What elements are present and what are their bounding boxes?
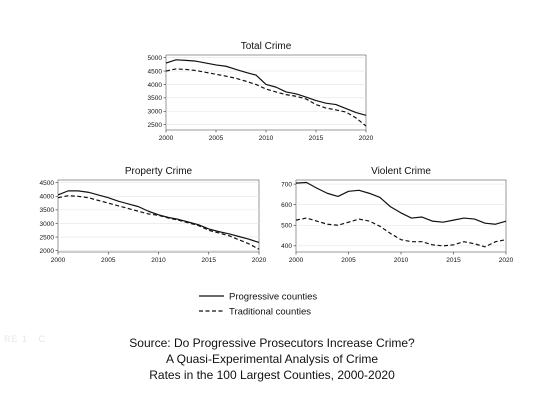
violent-crime-x-tick-label: 2010 <box>394 257 409 264</box>
total-crime-y-tick-label: 4500 <box>148 68 163 75</box>
total-crime-y-tick-label: 2500 <box>148 122 163 129</box>
total-crime-x-tick-label: 2015 <box>309 135 324 142</box>
legend-label-traditional: Traditional counties <box>229 307 311 318</box>
violent-crime-y-tick-label: 600 <box>281 202 292 209</box>
total-crime-x-tick-label: 2020 <box>359 135 374 142</box>
property-crime-x-tick-label: 2005 <box>101 257 116 264</box>
source-line-1: Source: Do Progressive Prosecutors Incre… <box>129 336 415 350</box>
property-crime-plot-area <box>57 179 260 253</box>
violent-crime-panel: Violent Crime 400 500 600 700 2000 2005 2010 201… <box>281 166 513 264</box>
property-crime-panel: Property Crime 2000 2500 3000 3500 4000 4500 20… <box>40 166 267 264</box>
total-crime-y-tick-label: 5000 <box>148 55 163 62</box>
total-crime-x-tick-label: 2000 <box>159 135 174 142</box>
violent-crime-y-tick-label: 700 <box>281 181 292 188</box>
violent-crime-plot-area <box>295 179 507 253</box>
total-crime-y-tick-label: 3000 <box>148 109 163 116</box>
violent-crime-progressive-counties-line <box>295 181 507 225</box>
violent-crime-y-tick-label: 500 <box>281 223 292 230</box>
total-crime-y-tick-label: 4000 <box>148 82 163 89</box>
total-crime-x-tick-label: 2005 <box>209 135 224 142</box>
total-crime-x-tick-label: 2010 <box>259 135 274 142</box>
total-crime-traditional-counties-line <box>165 68 367 127</box>
legend: Progressive counties Traditional countie… <box>199 292 317 318</box>
violent-crime-x-tick-label: 2020 <box>499 257 514 264</box>
property-crime-y-tick-label: 3000 <box>40 221 55 228</box>
property-crime-x-tick-label: 2015 <box>202 257 217 264</box>
total-crime-y-tick-label: 3500 <box>148 95 163 102</box>
property-crime-x-tick-label: 2010 <box>151 257 166 264</box>
total-crime-plot-area <box>165 54 367 131</box>
violent-crime-x-tick-label: 2015 <box>446 257 461 264</box>
property-crime-y-tick-label: 4500 <box>40 180 55 187</box>
property-crime-progressive-counties-line <box>57 190 260 244</box>
source-line-2: A Quasi-Experimental Analysis of Crime <box>165 352 379 366</box>
violent-crime-x-tick-label: 2005 <box>341 257 356 264</box>
property-crime-y-tick-label: 4000 <box>40 194 55 201</box>
property-crime-y-tick-label: 2500 <box>40 234 55 241</box>
violent-crime-y-tick-label: 400 <box>281 243 292 250</box>
property-crime-y-tick-label: 2000 <box>40 248 55 255</box>
faded-figure-label: RE 1 C <box>4 334 47 344</box>
total-crime-progressive-counties-line <box>165 59 367 116</box>
violent-crime-x-tick-label: 2000 <box>289 257 304 264</box>
violent-crime-title: Violent Crime <box>371 166 431 177</box>
total-crime-title: Total Crime <box>241 41 292 52</box>
legend-label-progressive: Progressive counties <box>229 292 317 303</box>
property-crime-title: Property Crime <box>125 166 193 177</box>
property-crime-x-tick-label: 2000 <box>51 257 66 264</box>
source-line-3: Rates in the 100 Largest Counties, 2000-… <box>149 368 395 382</box>
property-crime-y-tick-label: 3500 <box>40 207 55 214</box>
total-crime-panel: Total Crime 2500 3000 3500 4000 4500 5000 2000 2… <box>148 41 374 142</box>
property-crime-x-tick-label: 2020 <box>252 257 267 264</box>
violent-crime-traditional-counties-line <box>295 217 507 248</box>
property-crime-traditional-counties-line <box>57 195 260 250</box>
